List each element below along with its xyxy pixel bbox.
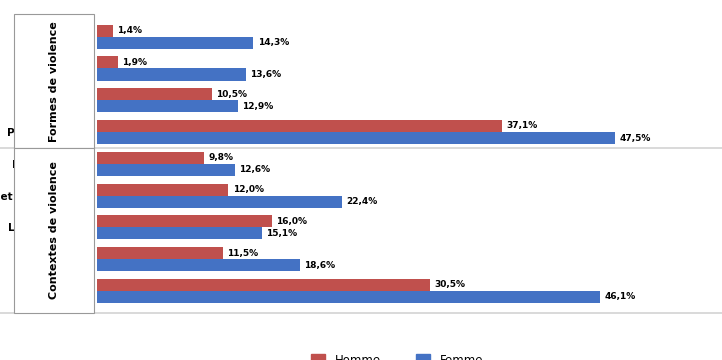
Bar — [97, 228, 262, 239]
Bar — [97, 88, 212, 100]
Text: 30,5%: 30,5% — [434, 280, 465, 289]
Bar — [97, 195, 342, 208]
Bar — [97, 259, 300, 271]
Text: 11,5%: 11,5% — [227, 249, 258, 258]
Text: 12,6%: 12,6% — [239, 165, 270, 174]
Text: 18,6%: 18,6% — [305, 261, 336, 270]
Bar — [97, 279, 430, 291]
Text: 9,8%: 9,8% — [209, 153, 234, 162]
Bar — [97, 100, 238, 112]
Bar — [97, 68, 245, 81]
Text: Contextes de violence: Contextes de violence — [49, 162, 59, 300]
Bar — [97, 164, 235, 176]
Text: 22,4%: 22,4% — [346, 197, 377, 206]
Text: 47,5%: 47,5% — [619, 134, 651, 143]
Text: 37,1%: 37,1% — [506, 121, 537, 130]
Text: 12,9%: 12,9% — [243, 102, 274, 111]
Bar — [97, 247, 223, 259]
Bar — [97, 152, 204, 164]
Text: 15,1%: 15,1% — [266, 229, 297, 238]
Text: Formes de violence: Formes de violence — [49, 21, 59, 141]
Text: 46,1%: 46,1% — [604, 292, 635, 301]
Bar — [97, 132, 615, 144]
Text: 16,0%: 16,0% — [276, 217, 307, 226]
Bar — [97, 184, 228, 195]
Bar — [97, 24, 113, 37]
Text: 14,3%: 14,3% — [258, 38, 289, 47]
Text: 12,0%: 12,0% — [232, 185, 264, 194]
Legend: Homme, Femme: Homme, Femme — [306, 349, 488, 360]
Bar — [97, 291, 600, 303]
Text: 1,9%: 1,9% — [123, 58, 147, 67]
Bar — [97, 120, 502, 132]
Text: 10,5%: 10,5% — [216, 90, 247, 99]
Bar — [97, 57, 118, 68]
Bar — [97, 215, 271, 228]
Text: 1,4%: 1,4% — [117, 26, 142, 35]
Bar — [97, 37, 253, 49]
Text: 13,6%: 13,6% — [250, 70, 281, 79]
